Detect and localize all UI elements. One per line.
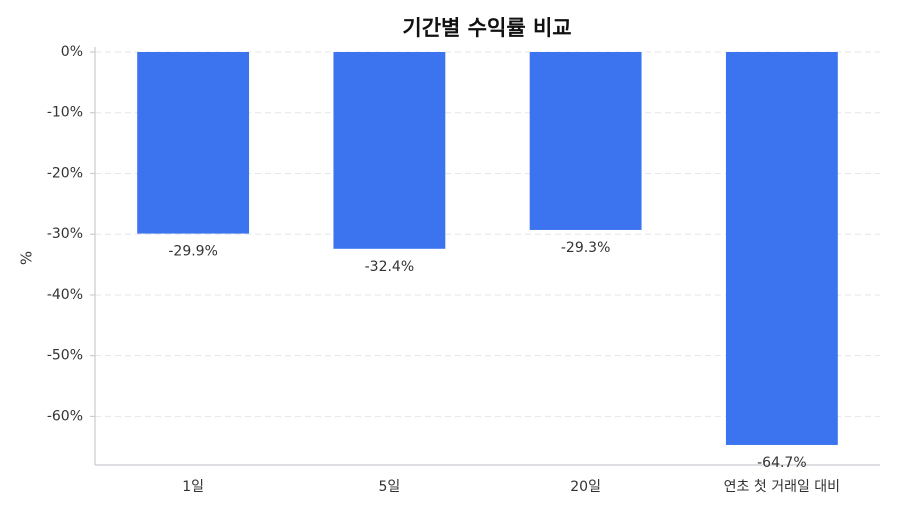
x-tick-label: 5일 xyxy=(378,479,400,495)
bar xyxy=(137,52,250,234)
x-tick-label: 1일 xyxy=(182,479,204,495)
x-tick-label: 20일 xyxy=(570,479,601,495)
bar xyxy=(725,52,838,445)
y-tick-label: -60% xyxy=(47,408,83,424)
value-label: -32.4% xyxy=(365,259,415,275)
bar xyxy=(333,52,446,249)
y-tick-label: -40% xyxy=(47,287,83,303)
y-tick-label: -20% xyxy=(47,165,83,181)
y-tick-label: 0% xyxy=(61,44,83,60)
y-axis-label: % xyxy=(18,251,36,265)
value-label: -64.7% xyxy=(757,455,807,471)
bar xyxy=(529,52,642,230)
y-tick-label: -10% xyxy=(47,105,83,121)
y-tick-label: -50% xyxy=(47,348,83,364)
value-label: -29.3% xyxy=(561,240,611,256)
x-tick-label: 연초 첫 거래일 대비 xyxy=(724,479,840,495)
y-tick-label: -30% xyxy=(47,226,83,242)
value-label: -29.9% xyxy=(168,244,218,260)
chart-title: 기간별 수익률 비교 xyxy=(402,16,571,40)
